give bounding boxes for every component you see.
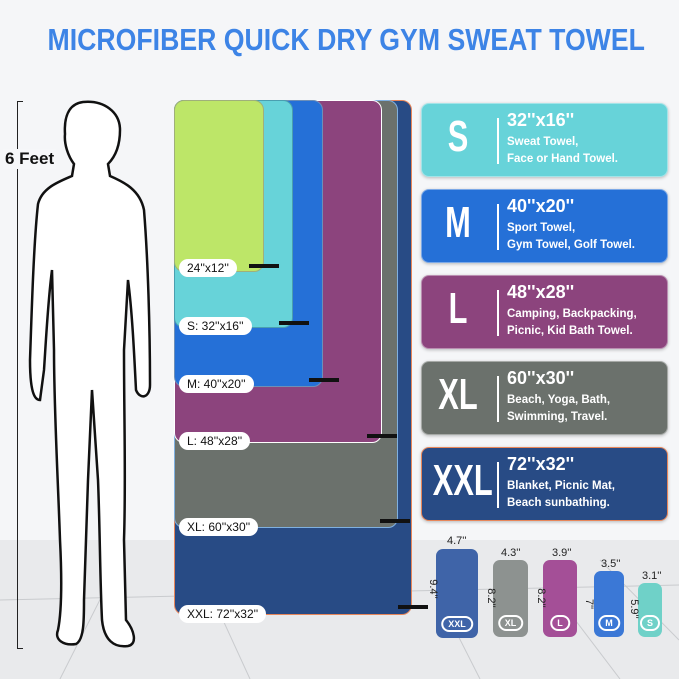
roll-badge: XXL — [441, 616, 473, 632]
towel-mini — [174, 100, 264, 272]
size-card-m: M 40''x20'' Sport Towel, Gym Towel, Golf… — [421, 189, 668, 263]
size-letter: S — [447, 112, 469, 161]
roll-height: 9.4'' — [426, 579, 439, 599]
rolled-towel-xl: XL — [493, 560, 528, 637]
towel-label: L: 48''x28'' — [179, 432, 251, 450]
size-dimensions: 72''x32'' — [507, 454, 575, 474]
roll-width: 3.5'' — [601, 558, 621, 570]
roll-badge: XL — [497, 615, 524, 631]
towel-label: M: 40''x20'' — [179, 375, 254, 393]
towel-label: XL: 60''x30'' — [179, 518, 259, 536]
divider — [497, 462, 499, 508]
towel-tag — [309, 378, 339, 382]
divider — [497, 290, 499, 336]
towel-tag — [249, 264, 279, 268]
towel-label: XXL: 72''x32'' — [179, 605, 267, 623]
roll-height: 8.2'' — [534, 588, 547, 608]
ruler-tick-bottom — [17, 648, 23, 649]
height-ruler — [17, 101, 18, 649]
size-dimensions: 60''x30'' — [507, 368, 575, 388]
rolled-towel-l: L — [543, 560, 577, 637]
size-card-xxl: XXL 72''x32'' Blanket, Picnic Mat, Beach… — [421, 447, 668, 521]
divider — [497, 204, 499, 250]
rolled-towel-xxl: XXL — [436, 549, 478, 638]
rolled-towel-m: M — [594, 571, 624, 637]
towel-label: 24''x12'' — [179, 259, 237, 277]
roll-badge: S — [639, 615, 661, 631]
towel-tag — [367, 434, 397, 438]
size-letter: L — [448, 284, 468, 333]
divider — [497, 376, 499, 422]
size-uses: Sweat Towel, Face or Hand Towel. — [507, 136, 618, 165]
towel-tag — [398, 605, 428, 609]
page-title: MICROFIBER QUICK DRY GYM SWEAT TOWEL — [47, 22, 645, 57]
roll-width: 3.9'' — [552, 547, 572, 559]
size-card-l: L 48''x28'' Camping, Backpacking, Picnic… — [421, 275, 668, 349]
roll-height: 7'' — [583, 598, 596, 610]
towel-tag — [279, 321, 309, 325]
size-dimensions: 48''x28'' — [507, 282, 575, 302]
rolled-towel-s: S — [638, 583, 662, 637]
roll-height: 8.2'' — [484, 588, 497, 608]
size-uses: Sport Towel, Gym Towel, Golf Towel. — [507, 222, 635, 251]
size-letter: M — [445, 198, 471, 247]
size-uses: Camping, Backpacking, Picnic, Kid Bath T… — [507, 308, 637, 337]
size-letter: XL — [438, 370, 478, 419]
roll-height: 5.9'' — [627, 599, 640, 619]
roll-badge: M — [598, 615, 620, 631]
roll-width: 3.1'' — [642, 570, 662, 582]
roll-width: 4.3'' — [501, 547, 521, 559]
size-card-xl: XL 60''x30'' Beach, Yoga, Bath, Swimming… — [421, 361, 668, 435]
size-letter: XXL — [432, 456, 493, 505]
size-uses: Blanket, Picnic Mat, Beach sunbathing. — [507, 480, 616, 509]
size-dimensions: 32''x16'' — [507, 110, 575, 130]
roll-width: 4.7'' — [447, 535, 467, 547]
roll-badge: L — [550, 615, 570, 631]
height-label: 6 Feet — [3, 149, 57, 169]
towel-label: S: 32''x16'' — [179, 317, 252, 335]
size-card-s: S 32''x16'' Sweat Towel, Face or Hand To… — [421, 103, 668, 177]
person-silhouette-icon — [28, 100, 152, 648]
ruler-tick-top — [17, 101, 23, 102]
divider — [497, 118, 499, 164]
towel-tag — [380, 519, 410, 523]
size-uses: Beach, Yoga, Bath, Swimming, Travel. — [507, 394, 611, 423]
size-dimensions: 40''x20'' — [507, 196, 575, 216]
